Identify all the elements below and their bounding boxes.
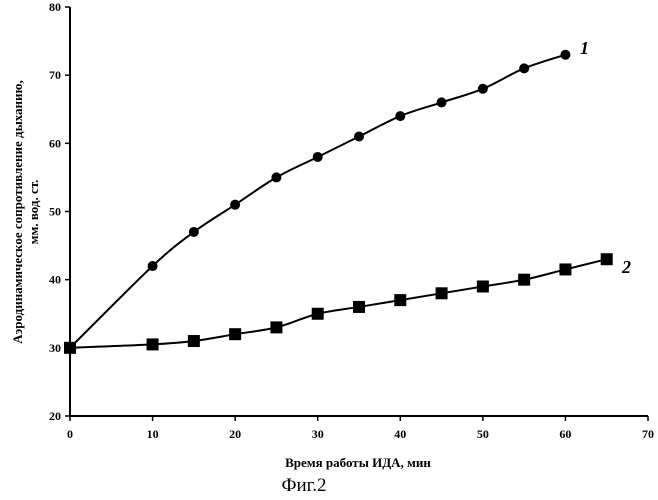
data-point-square [229, 328, 241, 340]
series-1 [65, 50, 570, 353]
y-tick-label: 30 [49, 341, 61, 355]
y-tick-label: 80 [49, 0, 61, 14]
data-point-circle [437, 97, 447, 107]
data-point-square [559, 263, 571, 275]
series-line-1 [70, 55, 565, 348]
data-point-square [147, 338, 159, 350]
data-point-square [394, 294, 406, 306]
data-point-circle [271, 172, 281, 182]
y-tick-label: 60 [49, 136, 61, 150]
y-axis-title-line-2: мм. вод. ст. [26, 180, 41, 245]
data-point-square [64, 342, 76, 354]
y-tick-label: 40 [49, 273, 61, 287]
x-tick-label: 70 [642, 427, 654, 441]
data-point-square [477, 280, 489, 292]
data-point-square [353, 301, 365, 313]
y-axis-title: Аэродинамическое сопротивление дыханию, … [10, 80, 41, 343]
x-tick-label: 20 [229, 427, 241, 441]
data-point-circle [560, 50, 570, 60]
y-tick-label: 20 [49, 409, 61, 423]
y-axis-title-line-1: Аэродинамическое сопротивление дыханию, [10, 80, 25, 343]
data-point-circle [313, 152, 323, 162]
x-tick-label: 30 [312, 427, 324, 441]
chart-axes [70, 7, 648, 416]
data-point-circle [230, 200, 240, 210]
data-point-circle [519, 63, 529, 73]
data-point-square [436, 287, 448, 299]
x-tick-label: 0 [67, 427, 73, 441]
x-tick-label: 40 [394, 427, 406, 441]
series-label-2: 2 [621, 257, 631, 277]
x-axis-ticks: 0 10 20 30 40 50 60 70 [67, 416, 654, 441]
data-point-square [518, 274, 530, 286]
data-point-square [601, 253, 613, 265]
series-label-1: 1 [580, 38, 589, 58]
x-axis-title: Время работы ИДА, мин [285, 455, 431, 470]
data-point-square [188, 335, 200, 347]
data-point-square [270, 321, 282, 333]
y-tick-label: 70 [49, 68, 61, 82]
data-point-circle [395, 111, 405, 121]
data-point-square [312, 308, 324, 320]
data-point-circle [478, 84, 488, 94]
series-line-2 [70, 259, 607, 348]
x-tick-label: 10 [147, 427, 159, 441]
data-point-circle [354, 132, 364, 142]
y-axis-ticks: 20 30 40 50 60 70 80 [49, 0, 70, 423]
series-2 [64, 253, 613, 354]
data-point-circle [148, 261, 158, 271]
x-tick-label: 50 [477, 427, 489, 441]
data-point-circle [189, 227, 199, 237]
series-layer [64, 50, 613, 354]
x-tick-label: 60 [559, 427, 571, 441]
figure-caption: Фиг.2 [281, 475, 326, 496]
y-tick-label: 50 [49, 205, 61, 219]
